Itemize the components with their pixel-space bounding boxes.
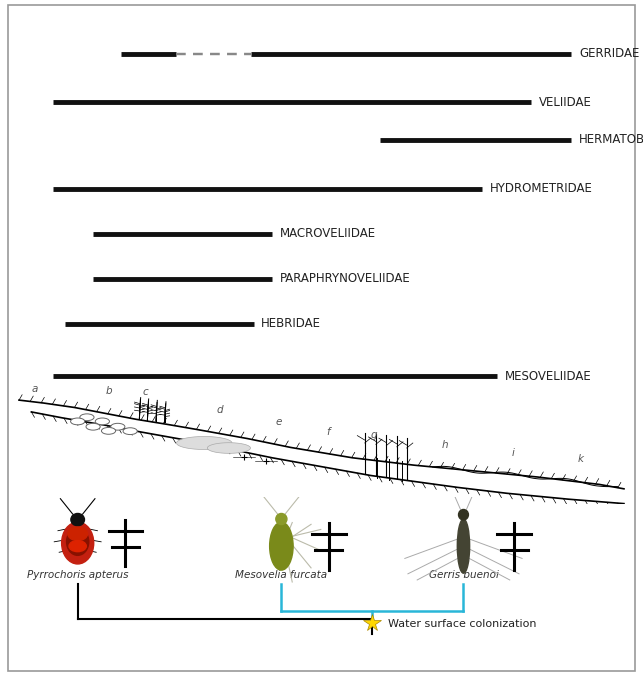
Text: Pyrrochoris apterus: Pyrrochoris apterus — [27, 570, 129, 580]
Text: e: e — [275, 416, 282, 427]
Text: GERRIDAE: GERRIDAE — [579, 47, 639, 60]
Circle shape — [102, 427, 116, 434]
Text: g: g — [370, 430, 377, 440]
Circle shape — [80, 414, 94, 420]
Text: c: c — [143, 387, 149, 397]
Circle shape — [111, 423, 125, 430]
Text: k: k — [578, 454, 584, 464]
Text: Gerris buenoi: Gerris buenoi — [428, 570, 498, 580]
Circle shape — [71, 418, 85, 425]
Ellipse shape — [457, 519, 469, 573]
Ellipse shape — [458, 510, 468, 520]
Text: HEBRIDAE: HEBRIDAE — [261, 317, 321, 331]
Text: Mesovelia furcata: Mesovelia furcata — [235, 570, 327, 580]
Text: HERMATOBATIDAE: HERMATOBATIDAE — [579, 133, 643, 147]
Polygon shape — [208, 443, 251, 454]
Ellipse shape — [67, 528, 89, 556]
Polygon shape — [177, 437, 232, 450]
Ellipse shape — [68, 527, 87, 541]
Text: d: d — [216, 405, 223, 415]
Text: HYDROMETRIDAE: HYDROMETRIDAE — [489, 183, 592, 195]
Circle shape — [123, 428, 137, 435]
Ellipse shape — [71, 514, 84, 526]
Text: a: a — [32, 384, 38, 394]
Text: VELIIDAE: VELIIDAE — [539, 96, 592, 109]
Ellipse shape — [62, 522, 94, 564]
Text: b: b — [105, 386, 112, 395]
Ellipse shape — [269, 522, 293, 570]
Text: i: i — [511, 448, 514, 458]
Text: PARAPHRYNOVELIIDAE: PARAPHRYNOVELIIDAE — [280, 272, 410, 285]
Text: MESOVELIIDAE: MESOVELIIDAE — [505, 370, 592, 383]
Circle shape — [95, 418, 109, 425]
Ellipse shape — [276, 514, 287, 525]
Text: f: f — [326, 427, 329, 437]
Text: MACROVELIIDAE: MACROVELIIDAE — [280, 227, 376, 240]
Ellipse shape — [69, 541, 86, 552]
Circle shape — [86, 423, 100, 430]
Text: Water surface colonization: Water surface colonization — [388, 619, 536, 629]
Text: h: h — [442, 440, 448, 450]
